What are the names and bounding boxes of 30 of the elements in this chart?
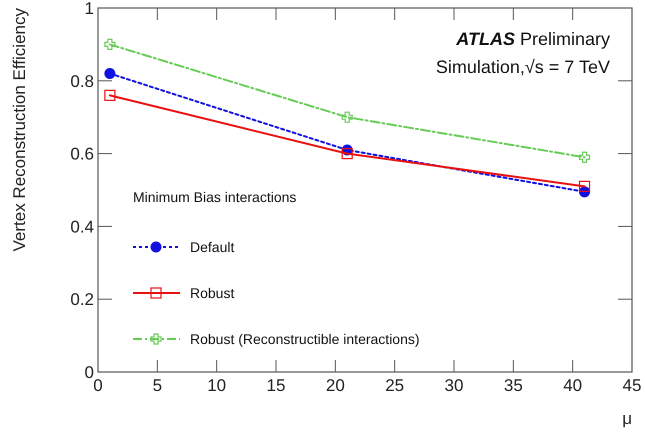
x-axis-title: μ [622, 409, 632, 428]
point [104, 38, 116, 50]
y-tick-label: 0.4 [70, 217, 94, 236]
annotation: ATLAS Preliminary [455, 29, 610, 49]
x-tick-label: 15 [266, 376, 286, 395]
x-tick-label: 5 [152, 376, 162, 395]
y-tick-label: 0 [84, 363, 94, 382]
x-tick-label: 25 [385, 376, 404, 395]
x-tick-label: 30 [444, 376, 464, 395]
point [578, 180, 590, 192]
x-tick-label: 45 [622, 376, 642, 395]
y-tick-label: 0.2 [70, 290, 94, 310]
legend-label: Robust [190, 285, 234, 301]
legend-label: Robust (Reconstructible interactions) [190, 331, 420, 347]
legend-title: Minimum Bias interactions [133, 189, 296, 205]
x-tick-label: 35 [504, 376, 523, 395]
x-tick-label: 40 [563, 376, 582, 395]
y-tick-label: 0.6 [70, 144, 94, 164]
legend-label: Default [190, 239, 234, 255]
point [578, 152, 590, 163]
annotation: Simulation,√s = 7 TeV [436, 57, 610, 77]
point [342, 112, 353, 123]
point [104, 68, 116, 80]
point [104, 90, 116, 101]
y-axis-title: Vertex Reconstruction Efficiency [10, 8, 29, 252]
y-tick-label: 1 [84, 0, 94, 18]
y-tick-label: 0.8 [70, 72, 94, 91]
x-tick-label: 20 [326, 376, 345, 395]
point [342, 148, 353, 160]
x-tick-label: 10 [207, 376, 226, 395]
